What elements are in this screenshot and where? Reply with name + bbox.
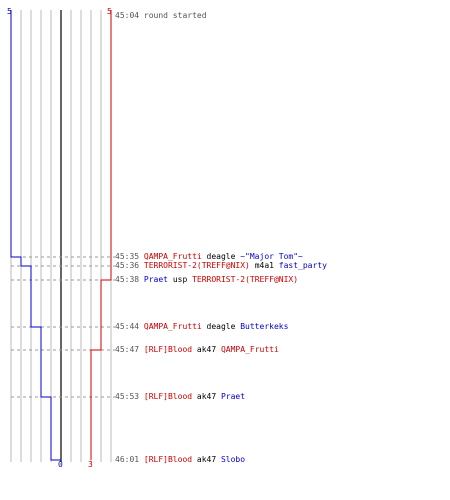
event-killer: [RLF]Blood (143, 455, 193, 464)
event-weapon: ak47 (192, 455, 221, 464)
event-killer: [RLF]Blood (143, 392, 193, 401)
red-team-alive-line (90, 10, 112, 460)
event-weapon: m4a1 (249, 261, 279, 270)
event-killer: Praet (143, 275, 168, 284)
event-weapon: ak47 (192, 345, 221, 354)
event-weapon: ak47 (192, 392, 221, 401)
red-team-end-count: 3 (88, 460, 93, 469)
event-row: 45:53 [RLF]Blood ak47 Praet (115, 392, 245, 402)
event-time: 45:36 (115, 261, 144, 270)
event-victim: TERRORIST-2(TREFF@NIX) (192, 275, 299, 284)
event-note: round started (143, 11, 207, 20)
event-time: 45:53 (115, 392, 144, 401)
blue-team-alive-line (10, 10, 61, 461)
event-weapon: usp (168, 275, 193, 284)
blue-team-end-count: 0 (58, 460, 63, 469)
event-victim: fast_party (278, 261, 327, 270)
red-team-start-count: 5 (107, 7, 112, 16)
event-victim: ~"Major Tom"~ (240, 252, 303, 261)
event-time: 45:47 (115, 345, 144, 354)
event-weapon: deagle (201, 322, 241, 331)
event-victim: QAMPA_Frutti (220, 345, 279, 354)
event-victim: Praet (220, 392, 246, 401)
event-row: 45:04 round started (115, 11, 207, 21)
event-row: 45:38 Praet usp TERRORIST-2(TREFF@NIX) (115, 275, 298, 285)
event-row: 46:01 [RLF]Blood ak47 Slobo (115, 455, 245, 465)
grid-lines (10, 10, 112, 462)
event-time: 45:44 (115, 322, 144, 331)
event-time: 46:01 (115, 455, 144, 464)
event-row: 45:44 QAMPA_Frutti deagle Butterkeks (115, 322, 288, 332)
event-row: 45:36 TERRORIST-2(TREFF@NIX) m4a1 fast_p… (115, 261, 327, 271)
event-killer: QAMPA_Frutti (143, 322, 202, 331)
event-killer: TERRORIST-2(TREFF@NIX) (143, 261, 250, 270)
event-killer: [RLF]Blood (143, 345, 193, 354)
event-dash-lines (11, 256, 115, 398)
event-victim: Butterkeks (240, 322, 289, 331)
event-killer: QAMPA_Frutti (143, 252, 202, 261)
event-row: 45:47 [RLF]Blood ak47 QAMPA_Frutti (115, 345, 279, 355)
blue-team-start-count: 5 (7, 7, 12, 16)
event-time: 45:04 (115, 11, 144, 20)
event-time: 45:35 (115, 252, 144, 261)
event-row: 45:35 QAMPA_Frutti deagle ~"Major Tom"~ (115, 252, 303, 262)
event-weapon: deagle (201, 252, 241, 261)
event-victim: Slobo (220, 455, 246, 464)
event-time: 45:38 (115, 275, 144, 284)
